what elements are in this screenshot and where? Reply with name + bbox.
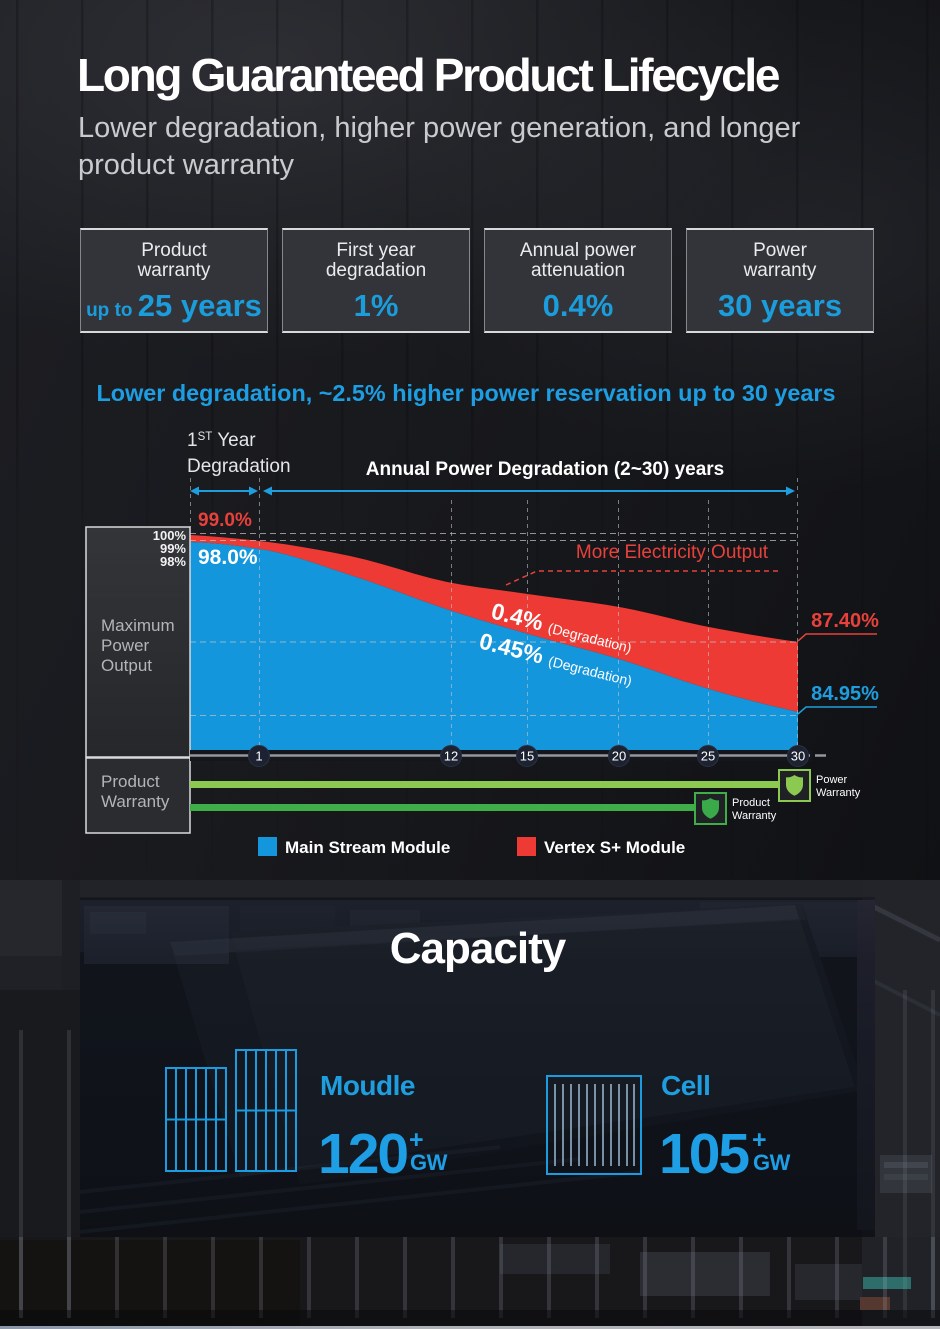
svg-text:15: 15 (520, 749, 534, 764)
svg-text:84.95%: 84.95% (811, 683, 879, 705)
svg-text:98.0%: 98.0% (198, 546, 258, 569)
svg-text:20: 20 (612, 749, 626, 764)
svg-text:1ST Year: 1ST Year (187, 430, 256, 451)
svg-text:Power: Power (101, 636, 150, 655)
svg-text:Power: Power (816, 774, 848, 786)
svg-text:Vertex S+ Module: Vertex S+ Module (544, 838, 685, 857)
svg-text:Product: Product (732, 797, 770, 809)
svg-text:More Electricity Output: More Electricity Output (576, 542, 769, 563)
svg-text:Warranty: Warranty (101, 792, 170, 811)
svg-text:Warranty: Warranty (732, 810, 777, 822)
svg-text:Warranty: Warranty (816, 787, 861, 799)
svg-text:Output: Output (101, 656, 152, 675)
svg-text:Product: Product (101, 772, 160, 791)
svg-text:Annual Power Degradation (2~30: Annual Power Degradation (2~30) years (366, 459, 724, 480)
svg-text:30: 30 (791, 749, 805, 764)
svg-text:Degradation: Degradation (187, 456, 291, 477)
svg-text:87.40%: 87.40% (811, 610, 879, 632)
svg-text:25: 25 (701, 749, 715, 764)
svg-text:99.0%: 99.0% (198, 510, 252, 531)
svg-text:12: 12 (444, 749, 458, 764)
svg-text:Maximum: Maximum (101, 616, 175, 635)
svg-text:98%: 98% (160, 554, 186, 569)
svg-text:Main Stream Module: Main Stream Module (285, 838, 450, 857)
svg-text:1: 1 (255, 749, 262, 764)
svg-text:100%: 100% (153, 528, 187, 543)
svg-text:99%: 99% (160, 541, 186, 556)
